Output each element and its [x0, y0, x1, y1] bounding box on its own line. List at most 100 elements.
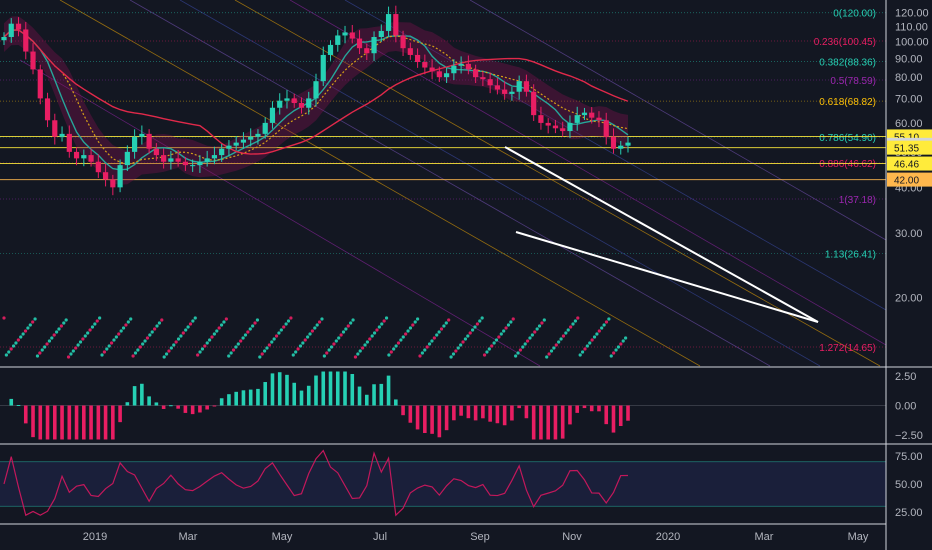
- volume-dot: [291, 353, 295, 357]
- candle-body: [168, 158, 174, 162]
- candle-body: [531, 91, 537, 116]
- macd-bar: [190, 405, 195, 415]
- volume-dot: [473, 325, 477, 329]
- macd-bar: [234, 391, 238, 406]
- volume-dot: [179, 334, 183, 338]
- candle-body: [335, 35, 341, 45]
- candle-body: [182, 161, 188, 166]
- volume-dot: [248, 327, 252, 331]
- volume-dot: [66, 355, 71, 359]
- volume-dot: [537, 324, 542, 328]
- candle-body: [211, 155, 218, 159]
- channel-line: [19, 59, 541, 367]
- volume-dot: [420, 351, 424, 355]
- macd-pane[interactable]: [0, 371, 886, 440]
- macd-bar: [589, 405, 594, 412]
- volume-dot: [449, 355, 453, 359]
- price-pane[interactable]: 0(120.00) 0.236(100.45) 0.382(88.36) 0.5(78…: [0, 0, 887, 367]
- volume-dot: [7, 350, 11, 354]
- candle-body: [473, 69, 479, 78]
- volume-dot: [112, 338, 116, 342]
- volume-dot: [509, 320, 513, 324]
- volume-dot: [52, 333, 56, 337]
- volume-dot: [174, 340, 178, 344]
- volume-dot: [545, 355, 549, 359]
- volume-dot: [370, 334, 374, 338]
- macd-bar: [488, 405, 492, 422]
- volume-dot: [184, 328, 188, 332]
- rsi-pane[interactable]: [0, 449, 886, 517]
- candle-body: [298, 103, 305, 108]
- volume-dot: [64, 318, 68, 322]
- volume-dot: [411, 323, 415, 327]
- volume-dot: [153, 327, 157, 331]
- volume-dot: [363, 343, 367, 347]
- volume-dot: [121, 326, 126, 330]
- fib-level-label: 0.618(68.82): [819, 97, 876, 108]
- volume-dot: [365, 340, 370, 344]
- macd-bar: [9, 398, 14, 406]
- rsi-line: [3, 449, 629, 517]
- time-tick-label: Jul: [373, 531, 387, 543]
- candle-body: [284, 98, 290, 101]
- channel-line: [59, 0, 701, 367]
- volume-dot: [377, 325, 381, 329]
- ema-slow-line: [3, 29, 629, 155]
- channel-line: [469, 0, 887, 241]
- volume-dot: [470, 328, 475, 332]
- macd-bar: [423, 405, 427, 434]
- volume-dot: [612, 351, 616, 355]
- volume-dot: [210, 335, 214, 339]
- candle-body: [516, 81, 522, 92]
- macd-bar: [597, 405, 601, 412]
- candle-body: [596, 117, 602, 121]
- volume-dot: [430, 339, 434, 343]
- volume-dot: [284, 322, 288, 326]
- volume-dot: [69, 352, 73, 356]
- fib-level-label: 0.382(88.36): [819, 57, 876, 68]
- macd-bar: [256, 388, 260, 406]
- macd-bar: [321, 371, 326, 406]
- macd-bar: [575, 405, 580, 413]
- volume-dot: [162, 355, 166, 359]
- volume-dot: [468, 331, 472, 335]
- volume-dot: [600, 326, 604, 330]
- volume-dot: [492, 341, 496, 345]
- price-tick-label: 20.00: [895, 293, 923, 305]
- fib-level-label: 1.13(26.41): [825, 249, 876, 260]
- volume-dot: [317, 320, 322, 324]
- volume-dot: [437, 330, 441, 334]
- volume-dot: [289, 316, 293, 320]
- volume-dot: [251, 324, 255, 328]
- volume-dot: [435, 333, 439, 337]
- volume-dot: [384, 316, 389, 320]
- volume-dot: [396, 341, 401, 345]
- macd-bar: [263, 382, 268, 406]
- volume-dot: [9, 347, 13, 351]
- macd-bar: [350, 374, 355, 406]
- candle-body: [589, 112, 595, 118]
- volume-dot: [114, 335, 118, 339]
- volume-dot: [485, 350, 489, 354]
- macd-bar: [444, 405, 449, 431]
- volume-dot: [497, 335, 501, 339]
- macd-bar: [198, 405, 202, 413]
- volume-dot: [143, 339, 147, 343]
- macd-bar: [357, 386, 362, 406]
- volume-dot: [191, 319, 195, 323]
- fib-level-label: 1(37.18): [839, 195, 876, 206]
- volume-dot: [511, 317, 515, 321]
- macd-bar: [16, 404, 21, 406]
- volume-dot: [604, 320, 609, 324]
- volume-dot: [35, 354, 40, 358]
- volume-dot: [95, 319, 99, 323]
- volume-dot: [298, 344, 303, 348]
- volume-dot: [100, 353, 104, 357]
- volume-dot: [580, 350, 585, 354]
- macd-bar: [611, 405, 616, 433]
- volume-dot: [554, 343, 558, 347]
- volume-dot: [525, 339, 530, 343]
- macd-bar: [386, 375, 391, 406]
- macd-bar: [285, 374, 289, 406]
